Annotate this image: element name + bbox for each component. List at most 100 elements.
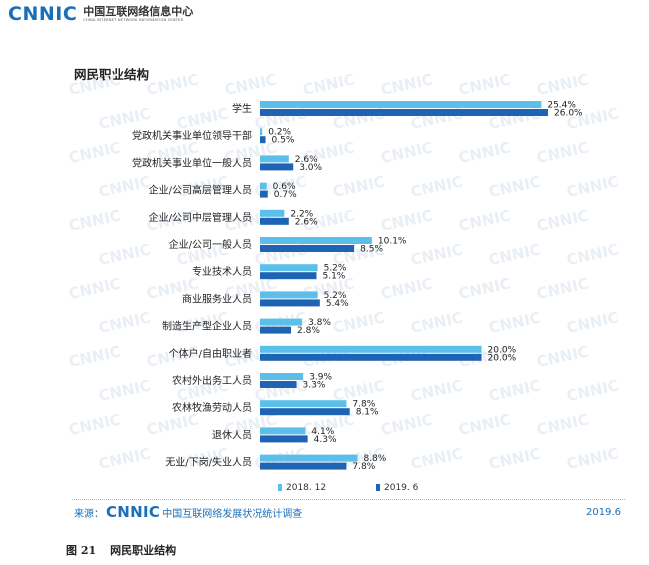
watermark-text: CNNIC (331, 104, 386, 133)
value-label: 2.2% (290, 209, 313, 219)
value-label: 0.6% (273, 182, 296, 192)
bar-2019-6 (260, 217, 289, 225)
watermark-text: CNNIC (379, 70, 434, 99)
legend-swatch (376, 484, 380, 491)
org-name-en: CHINA INTERNET NETWORK INFORMATION CENTE… (83, 17, 184, 22)
value-label: 10.1% (378, 237, 407, 247)
bar-2019-6 (260, 381, 297, 388)
watermark-text: CNNIC (175, 104, 230, 133)
report-date: 2019.6 (586, 507, 621, 518)
bar-2019-6 (260, 353, 482, 361)
watermark-text: CNNIC (487, 444, 542, 473)
value-label: 26.0% (554, 109, 583, 119)
watermark-text: CNNIC (97, 376, 152, 405)
watermark-text: CNNIC (565, 444, 620, 473)
value-label: 0.5% (272, 136, 295, 146)
category-label: 农林牧渔劳动人员 (172, 401, 252, 414)
bar-2019-6 (260, 109, 548, 116)
source-line: 来源： CNNIC 中国互联网络发展状况统计调查 (74, 503, 302, 521)
bar-2018-12 (260, 155, 289, 163)
value-label: 25.4% (547, 101, 576, 111)
value-label: 5.2% (324, 264, 347, 274)
bar-2018-12 (260, 454, 358, 462)
header: CNNIC 中国互联网络信息中心 CHINA INTERNET NETWORK … (8, 2, 193, 26)
category-label: 个体户/自由职业者 (169, 347, 252, 360)
watermark-text: CNNIC (379, 206, 434, 235)
value-label: 5.1% (322, 272, 345, 282)
value-label: 2.8% (297, 326, 320, 336)
value-label: 3.9% (309, 373, 332, 383)
category-label: 制造生产型企业人员 (162, 320, 252, 333)
value-label: 8.8% (363, 454, 386, 464)
watermark-text: CNNIC (97, 308, 152, 337)
category-label: 党政机关事业单位领导干部 (132, 129, 252, 142)
watermark-text: CNNIC (379, 274, 434, 303)
bar-2018-12 (260, 427, 306, 435)
watermark-text: CNNIC (301, 70, 356, 99)
cnnic-logo: CNNIC (8, 3, 78, 25)
org-name: 中国互联网络信息中心 CHINA INTERNET NETWORK INFORM… (83, 6, 193, 23)
watermark-text: CNNIC (409, 104, 464, 133)
value-label: 2.6% (295, 155, 318, 165)
watermark-text: CNNIC (409, 172, 464, 201)
watermark-text: CNNIC (331, 172, 386, 201)
watermark-text: CNNIC (223, 70, 278, 99)
watermark-text: CNNIC (487, 308, 542, 337)
category-label: 专业技术人员 (192, 265, 252, 278)
watermark-text: CNNIC (67, 410, 122, 439)
bar-2018-12 (260, 345, 482, 353)
watermark-text: CNNIC (457, 138, 512, 167)
value-label: 4.3% (314, 435, 337, 445)
bar-2019-6 (260, 435, 308, 443)
bar-2019-6 (260, 462, 347, 470)
legend-label: 2019. 6 (384, 483, 419, 493)
category-label: 党政机关事业单位一般人员 (132, 156, 252, 169)
watermark-text: CNNIC (67, 70, 122, 99)
watermark-text: CNNIC (457, 274, 512, 303)
watermark-text: CNNIC (145, 70, 200, 99)
footer-cnnic-logo: CNNIC (106, 503, 161, 521)
watermark-text: CNNIC (535, 274, 590, 303)
category-label: 企业/公司高层管理人员 (149, 184, 252, 197)
figure-number: 图 21 (66, 544, 97, 557)
bar-2019-6 (260, 163, 294, 171)
value-label: 3.0% (299, 163, 322, 173)
category-label: 无业/下岗/失业人员 (165, 456, 252, 469)
watermark-text: CNNIC (535, 206, 590, 235)
bar-2019-6 (260, 408, 350, 416)
watermark-text: CNNIC (487, 376, 542, 405)
bar-2018-12 (260, 264, 318, 272)
watermark-text: CNNIC (67, 342, 122, 371)
category-label: 企业/公司中层管理人员 (149, 211, 252, 224)
value-label: 3.3% (303, 381, 326, 391)
watermark-text: CNNIC (145, 410, 200, 439)
watermark-text: CNNIC (535, 70, 590, 99)
watermark-text: CNNIC (487, 240, 542, 269)
legend-label: 2018. 12 (286, 483, 326, 493)
bar-2018-12 (260, 318, 303, 326)
bar-2018-12 (260, 182, 267, 190)
watermark-text: CNNIC (487, 104, 542, 133)
bar-2019-6 (260, 136, 266, 144)
watermark-text: CNNIC (535, 342, 590, 371)
category-label: 学生 (232, 102, 252, 115)
watermark-text: CNNIC (565, 376, 620, 405)
watermark-text: CNNIC (409, 308, 464, 337)
value-label: 20.0% (488, 353, 517, 363)
watermark-text: CNNIC (457, 70, 512, 99)
category-label: 农村外出务工人员 (172, 374, 252, 387)
value-label: 7.8% (352, 400, 375, 410)
category-label: 企业/公司一般人员 (169, 238, 252, 251)
value-label: 5.2% (324, 291, 347, 301)
bar-2019-6 (260, 299, 320, 307)
category-label: 退休人员 (212, 429, 252, 441)
value-label: 4.1% (311, 427, 334, 437)
bar-2018-12 (260, 101, 542, 108)
watermark-text: CNNIC (565, 240, 620, 269)
watermark-text: CNNIC (565, 308, 620, 337)
watermark-text: CNNIC (565, 172, 620, 201)
category-label: 商业服务业人员 (182, 292, 252, 305)
value-label: 8.5% (360, 245, 383, 255)
watermark-text: CNNIC (67, 138, 122, 167)
watermark-text: CNNIC (379, 410, 434, 439)
